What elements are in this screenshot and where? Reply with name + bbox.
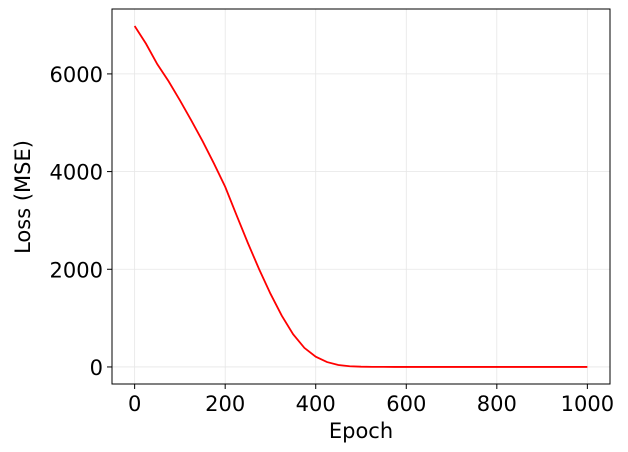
- x-tick-label: 800: [477, 392, 517, 416]
- x-tick-label: 400: [296, 392, 336, 416]
- y-tick-label: 0: [90, 356, 103, 380]
- y-tick-label: 4000: [50, 161, 103, 185]
- y-axis-label: Loss (MSE): [11, 140, 35, 254]
- y-tick-label: 2000: [50, 258, 103, 282]
- x-tick-label: 600: [386, 392, 426, 416]
- x-tick-label: 200: [205, 392, 245, 416]
- plot-frame: [111, 8, 611, 385]
- x-tick-label: 0: [128, 392, 141, 416]
- y-tick-label: 6000: [50, 63, 103, 87]
- x-tick-label: 1000: [561, 392, 614, 416]
- line: [133, 25, 588, 368]
- x-axis-label: Epoch: [329, 419, 393, 443]
